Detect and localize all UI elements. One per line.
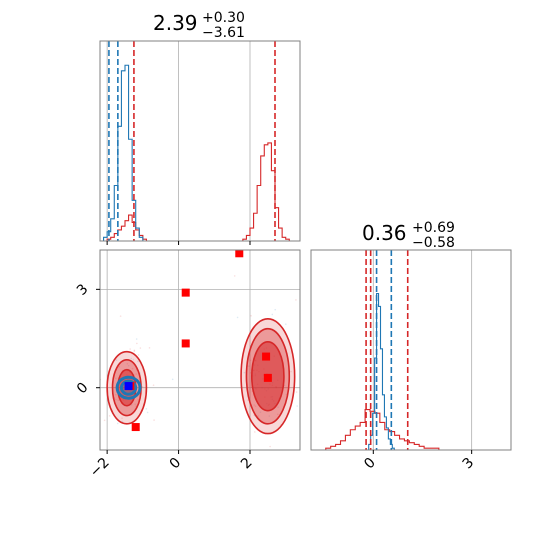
joint-sample-dot	[135, 373, 137, 375]
joint-sample-dot	[271, 313, 274, 316]
joint-red-square-marker-1	[131, 423, 140, 432]
joint-sample-dot	[253, 431, 256, 433]
param2-title: 0.36 +0.69 −0.58	[362, 220, 455, 251]
param1-title-minus: −3.61	[202, 25, 245, 41]
joint-sample-dot	[274, 308, 277, 311]
joint-sample-dot	[277, 406, 279, 408]
joint-red-square-marker-2	[181, 339, 190, 348]
param2-x-tick-label-1: 3	[460, 455, 478, 473]
joint-sample-dot	[257, 415, 259, 417]
joint-sample-dot	[115, 398, 117, 401]
param1-title-plus: +0.30	[202, 10, 245, 26]
joint-sample-dot	[131, 367, 134, 370]
joint-red-square-marker-5	[262, 352, 271, 361]
param1-title-value: 2.39	[153, 11, 198, 35]
joint-sample-dot	[250, 314, 252, 317]
joint-sample-dot	[129, 348, 131, 350]
joint-sample-dot	[296, 405, 298, 407]
joint-sample-dot	[133, 349, 136, 352]
param1-title: 2.39 +0.30 −3.61	[153, 10, 245, 41]
joint-sample-dot	[136, 342, 138, 345]
joint-x-tick-label-2: 2	[238, 455, 256, 473]
joint-sample-dot	[137, 354, 140, 356]
joint-sample-dot	[269, 445, 271, 448]
joint-sample-dot	[249, 359, 252, 362]
joint-sample-dot	[248, 365, 250, 367]
joint-sample-dot	[295, 299, 297, 301]
joint-x-tick-label-0: −2	[87, 455, 113, 481]
joint-sample-dot	[285, 393, 288, 396]
joint-sample-dot	[259, 411, 262, 413]
joint-sample-dot	[268, 415, 271, 417]
param1-red-histogram-1	[239, 142, 297, 242]
param2-title-plus: +0.69	[412, 220, 455, 236]
joint-sample-dot	[152, 384, 155, 387]
param2-title-value: 0.36	[362, 221, 407, 245]
joint-y-tick-label-0: 0	[74, 380, 92, 398]
joint-sample-dot	[135, 338, 138, 340]
joint-sample-dot	[139, 347, 142, 349]
joint-sample-dot	[141, 385, 144, 388]
joint-sample-dot	[108, 415, 111, 417]
joint-sample-dot	[116, 422, 119, 425]
joint-sample-dot	[276, 413, 279, 416]
joint-blue-contour-level0	[115, 375, 142, 400]
param2-red-histogram-0	[320, 408, 444, 451]
joint-sample-dot	[126, 363, 129, 365]
joint-sample-dot	[249, 372, 252, 374]
joint-sample-dot	[254, 405, 257, 408]
joint-sample-dot	[290, 370, 292, 373]
joint-blue-square-marker-0	[124, 382, 133, 391]
param2-histogram-panel: 0 3 0.36 +0.69 −0.58	[310, 220, 512, 473]
joint-sample-dot	[148, 347, 151, 349]
joint-sample-dot	[133, 350, 136, 353]
param2-title-minus: −0.58	[412, 235, 455, 251]
joint-sample-dot	[233, 275, 236, 277]
joint-sample-dot	[130, 357, 133, 360]
joint-sample-dot	[137, 360, 139, 363]
joint-sample-dot	[103, 419, 106, 422]
joint-sample-dot	[243, 371, 246, 374]
joint-sample-dot	[153, 419, 155, 421]
joint-sample-dot	[115, 377, 117, 380]
joint-sample-dot	[121, 417, 123, 419]
joint-sample-dot	[146, 411, 149, 414]
joint-sample-dot	[253, 404, 256, 406]
joint-red-square-marker-3	[181, 288, 190, 297]
joint-y-tick-label-1: 3	[74, 281, 92, 299]
joint-red-square-marker-6	[263, 373, 272, 382]
param1-red-histogram-0	[100, 214, 150, 242]
joint-sample-dot	[284, 323, 287, 325]
joint-sample-dot	[171, 378, 174, 381]
joint-sample-dot	[115, 359, 118, 362]
joint-sample-dot	[295, 391, 298, 393]
joint-sample-dot	[137, 398, 139, 401]
joint-sample-dot	[119, 315, 122, 317]
joint-sample-dot	[121, 420, 124, 423]
joint-x-tick-label-1: 0	[167, 455, 185, 473]
joint-sample-dot	[127, 364, 130, 367]
param1-histogram-panel: 2.39 +0.30 −3.61	[99, 10, 301, 245]
joint-sample-dot	[134, 403, 136, 405]
param2-x-tick-label-0: 0	[361, 455, 379, 473]
joint-sample-dot	[132, 358, 135, 361]
joint-sample-dot	[114, 393, 117, 396]
joint-red-square-marker-4	[235, 250, 244, 258]
joint-sample-dot	[236, 316, 239, 319]
joint-sample-dot	[117, 399, 120, 401]
joint-sample-dot	[145, 408, 148, 410]
joint-scatter-panel: −2 0 2 0 3	[74, 249, 309, 481]
joint-sample-dot	[118, 366, 121, 368]
joint-sample-dot	[307, 329, 309, 331]
